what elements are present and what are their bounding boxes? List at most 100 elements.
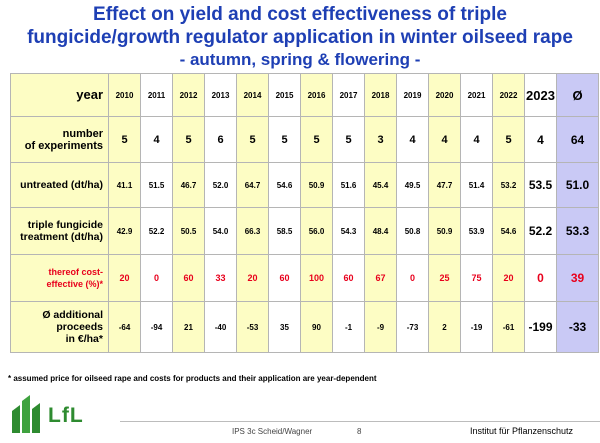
table-cell: 5 xyxy=(236,116,269,163)
avg-cell: 53.3 xyxy=(556,207,599,255)
table-cell: -61 xyxy=(492,301,525,353)
table-cell: 20 xyxy=(492,254,525,302)
table-cell: 4 xyxy=(428,116,461,163)
table-cell: 50.8 xyxy=(396,207,429,255)
footer-rule xyxy=(120,421,600,422)
table-cell: 45.4 xyxy=(364,162,397,208)
table-cell: 41.1 xyxy=(108,162,141,208)
table-cell: -73 xyxy=(396,301,429,353)
table-cell: 4 xyxy=(396,116,429,163)
table-cell: 54.6 xyxy=(268,162,301,208)
table-cell: 5 xyxy=(332,116,365,163)
table-cell: 4 xyxy=(140,116,173,163)
table-cell: 52.2 xyxy=(140,207,173,255)
year-header: 2012 xyxy=(172,73,205,117)
year-header: 2015 xyxy=(268,73,301,117)
table-cell: 49.5 xyxy=(396,162,429,208)
logo-text: LfL xyxy=(48,404,84,427)
row-label: triple fungicide treatment (dt/ha) xyxy=(10,207,109,255)
table-cell: -94 xyxy=(140,301,173,353)
row-label-line: of experiments xyxy=(24,139,103,152)
year-header: 2021 xyxy=(460,73,493,117)
table-cell: 2 xyxy=(428,301,461,353)
table-cell: 67 xyxy=(364,254,397,302)
footnote: * assumed price for oilseed rape and cos… xyxy=(8,374,377,383)
row-label-line: thereof cost- xyxy=(48,267,103,277)
row-label-line: proceeds xyxy=(56,321,103,333)
table-cell: 48.4 xyxy=(364,207,397,255)
table-cell: 51.6 xyxy=(332,162,365,208)
avg-header: Ø xyxy=(556,73,599,117)
table-cell: 35 xyxy=(268,301,301,353)
table-row: triple fungicide treatment (dt/ha) 42.9 52.… xyxy=(10,207,599,255)
footer-author: IPS 3c Scheid/Wagner xyxy=(232,427,313,436)
row-label-line: in €/ha* xyxy=(65,333,103,345)
table-cell: 53.9 xyxy=(460,207,493,255)
row-label-line: Ø additional xyxy=(42,309,103,321)
table-cell: 6 xyxy=(204,116,237,163)
year-header: 2013 xyxy=(204,73,237,117)
footer-institute: Institut für Pflanzenschutz xyxy=(470,426,574,436)
table-cell: 60 xyxy=(268,254,301,302)
table-cell: 21 xyxy=(172,301,205,353)
year-header: 2023 xyxy=(524,73,557,117)
table-cell: -19 xyxy=(460,301,493,353)
table-cell: 53.5 xyxy=(524,162,557,208)
table-cell: 4 xyxy=(460,116,493,163)
table-cell: 66.3 xyxy=(236,207,269,255)
year-header: 2017 xyxy=(332,73,365,117)
lfl-logo-icon xyxy=(12,395,40,433)
table-cell: 25 xyxy=(428,254,461,302)
row-label-line: treatment (dt/ha) xyxy=(20,231,103,243)
table-cell: 100 xyxy=(300,254,333,302)
row-label: untreated (dt/ha) xyxy=(10,162,109,208)
row-label-line: triple fungicide xyxy=(27,219,103,231)
header-label: year xyxy=(10,73,109,117)
table-cell: 0 xyxy=(524,254,557,302)
year-header: 2010 xyxy=(108,73,141,117)
table-cell: -53 xyxy=(236,301,269,353)
table-cell: 90 xyxy=(300,301,333,353)
table-cell: 52.0 xyxy=(204,162,237,208)
table-cell: 50.5 xyxy=(172,207,205,255)
table-cell: -9 xyxy=(364,301,397,353)
table-row: thereof cost-effective (%)* 20 0 60 33 20 60 10… xyxy=(10,254,599,302)
title-line-2: fungicide/growth regulator application i… xyxy=(27,27,573,48)
table-row: Ø additional proceeds in €/ha* -64 -94 21 -40-… xyxy=(10,301,599,353)
page-number: 8 xyxy=(357,427,362,436)
table-cell: 5 xyxy=(172,116,205,163)
table-row: untreated (dt/ha) 41.1 51.5 46.7 52.0 64.7 54.… xyxy=(10,162,599,208)
table-cell: 50.9 xyxy=(300,162,333,208)
table-cell: 60 xyxy=(332,254,365,302)
table-cell: 54.3 xyxy=(332,207,365,255)
table-cell: 42.9 xyxy=(108,207,141,255)
table-cell: -40 xyxy=(204,301,237,353)
table-cell: 47.7 xyxy=(428,162,461,208)
row-label-line: number xyxy=(62,127,103,140)
table-cell: 52.2 xyxy=(524,207,557,255)
table-cell: 60 xyxy=(172,254,205,302)
avg-cell: 64 xyxy=(556,116,599,163)
table-cell: 3 xyxy=(364,116,397,163)
year-header: 2020 xyxy=(428,73,461,117)
table-cell: -64 xyxy=(108,301,141,353)
avg-cell: -33 xyxy=(556,301,599,353)
table-cell: 0 xyxy=(396,254,429,302)
table-cell: 4 xyxy=(524,116,557,163)
table-cell: 64.7 xyxy=(236,162,269,208)
table-cell: 54.6 xyxy=(492,207,525,255)
title-subtitle: - autumn, spring & flowering - xyxy=(179,50,421,69)
results-table: year 2010 2011 2012 2013 2014 2015 2016 2017 2018… xyxy=(10,73,599,353)
year-header: 2014 xyxy=(236,73,269,117)
row-label: Ø additional proceeds in €/ha* xyxy=(10,301,109,353)
table-cell: 5 xyxy=(108,116,141,163)
table-cell: -1 xyxy=(332,301,365,353)
year-header: 2022 xyxy=(492,73,525,117)
table-row: number of experiments 5 4 5 6 5 5 5 5 3 4 4 4 5 4 64 xyxy=(10,116,599,163)
table-cell: 5 xyxy=(268,116,301,163)
title-line-1: Effect on yield and cost effectiveness o… xyxy=(93,4,507,25)
table-cell: 50.9 xyxy=(428,207,461,255)
table-cell: 0 xyxy=(140,254,173,302)
header-row: year 2010 2011 2012 2013 2014 2015 2016 2017 2018… xyxy=(10,73,599,117)
avg-cell: 39 xyxy=(556,254,599,302)
